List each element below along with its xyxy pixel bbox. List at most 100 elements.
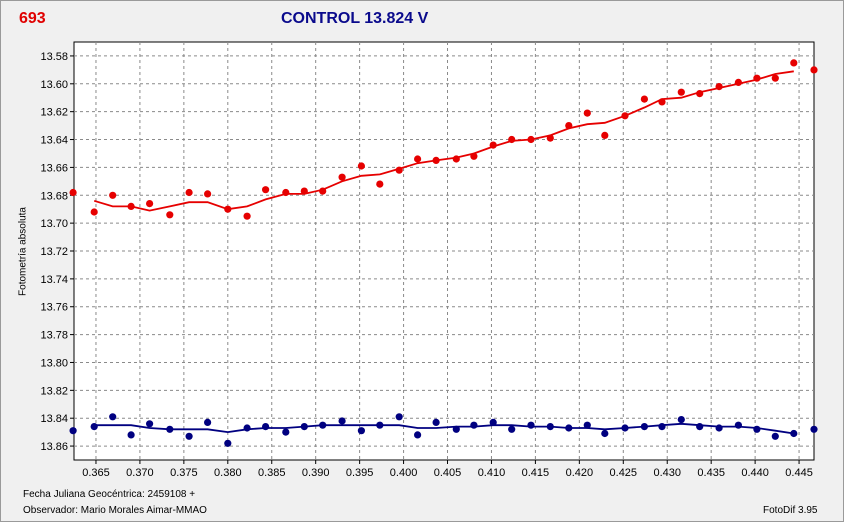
series-1-point bbox=[127, 202, 135, 210]
series-1-point bbox=[753, 74, 761, 82]
x-tick-label: 0.375 bbox=[170, 467, 198, 479]
x-tick-label: 0.420 bbox=[566, 467, 594, 479]
series-1-point bbox=[414, 155, 422, 163]
series-1-point bbox=[338, 173, 346, 181]
series-2-point bbox=[470, 421, 478, 429]
y-tick-label: 13.68 bbox=[40, 190, 68, 202]
y-tick-label: 13.80 bbox=[40, 357, 68, 369]
series-1-point bbox=[508, 135, 516, 144]
series-2-point bbox=[546, 423, 554, 431]
series-2-trend-line bbox=[94, 422, 794, 435]
y-tick-label: 13.66 bbox=[40, 162, 68, 174]
plot-area bbox=[73, 41, 815, 461]
series-1-point bbox=[432, 156, 440, 164]
x-tick-label: 0.370 bbox=[126, 467, 154, 479]
x-tick-label: 0.445 bbox=[785, 467, 813, 479]
series-2-point bbox=[489, 418, 497, 426]
series-1-point bbox=[109, 191, 117, 199]
series-1-point bbox=[677, 88, 685, 96]
series-2-point bbox=[262, 423, 270, 431]
series-2-point bbox=[508, 425, 516, 433]
y-tick-label: 13.60 bbox=[40, 79, 68, 91]
series-1-point bbox=[300, 187, 308, 195]
y-tick-label: 13.62 bbox=[40, 107, 68, 119]
series-2-point bbox=[185, 432, 193, 440]
series-2-point bbox=[300, 423, 308, 431]
series-group bbox=[69, 59, 818, 447]
y-tick-label: 13.74 bbox=[40, 274, 68, 286]
series-2-point bbox=[414, 431, 422, 439]
series-2-point bbox=[790, 429, 798, 438]
series-1-point bbox=[734, 78, 743, 86]
series-2-point bbox=[753, 425, 761, 433]
series-2-point bbox=[677, 416, 685, 424]
series-1-point bbox=[357, 162, 365, 170]
series-1-point bbox=[621, 112, 629, 120]
series-2-point bbox=[109, 413, 117, 421]
x-tick-labels: 0.365 0.370 0.375 0.380 0.385 0.390 0.395 0.400… bbox=[82, 467, 813, 479]
series-1-point bbox=[583, 109, 591, 117]
series-2-point bbox=[527, 421, 535, 429]
x-tick-label: 0.385 bbox=[258, 467, 286, 479]
series-1-point bbox=[489, 141, 497, 149]
y-tick-label: 13.72 bbox=[40, 246, 68, 258]
series-1-point bbox=[395, 166, 403, 174]
x-tick-label: 0.425 bbox=[610, 467, 638, 479]
series-2-point bbox=[395, 413, 403, 421]
series-1-point bbox=[715, 83, 723, 91]
series-1-point bbox=[527, 135, 535, 144]
series-2-point bbox=[338, 417, 346, 425]
series-1-point bbox=[771, 74, 779, 82]
series-2-point bbox=[565, 424, 573, 432]
y-tick-label: 13.58 bbox=[40, 51, 68, 63]
series-2-point bbox=[734, 421, 743, 429]
x-tick-label: 0.395 bbox=[346, 467, 374, 479]
x-tick-label: 0.410 bbox=[478, 467, 506, 479]
y-tick-label: 13.86 bbox=[40, 441, 68, 453]
series-2-point bbox=[601, 429, 609, 438]
series-1-point bbox=[166, 211, 174, 219]
x-tick-label: 0.380 bbox=[214, 467, 242, 479]
y-tick-label: 13.70 bbox=[40, 218, 68, 230]
x-tick-label: 0.400 bbox=[390, 467, 418, 479]
series-1-point bbox=[546, 134, 554, 142]
grid bbox=[70, 42, 814, 464]
series-2-point bbox=[204, 418, 212, 426]
y-tick-label: 13.82 bbox=[40, 385, 68, 397]
series-2-point bbox=[583, 421, 591, 429]
series-1-point bbox=[790, 59, 798, 67]
series-1-point bbox=[204, 190, 212, 198]
x-tick-label: 0.440 bbox=[741, 467, 769, 479]
series-1-point bbox=[69, 188, 77, 197]
x-tick-label: 0.430 bbox=[653, 467, 681, 479]
series-2-point bbox=[90, 423, 98, 431]
series-2-point bbox=[621, 424, 629, 432]
series-2-point bbox=[319, 421, 327, 429]
series-2-point bbox=[146, 420, 154, 428]
observer-footer: Observador: Mario Morales Aimar-MMAO bbox=[23, 505, 207, 516]
series-2-point bbox=[69, 427, 77, 435]
series-1-point bbox=[696, 90, 704, 98]
series-2-point bbox=[771, 432, 779, 440]
series-2-point bbox=[640, 423, 649, 431]
star-id-label: 693 bbox=[19, 10, 46, 27]
series-1-point bbox=[640, 95, 649, 103]
series-2-point bbox=[243, 424, 251, 432]
series-2-point bbox=[166, 425, 174, 433]
series-1-trend-line bbox=[93, 70, 794, 212]
y-tick-label: 13.78 bbox=[40, 330, 68, 342]
series-1-point bbox=[146, 200, 154, 208]
series-2-point bbox=[432, 418, 440, 426]
series-1-point bbox=[90, 208, 98, 216]
series-2-point bbox=[715, 424, 723, 432]
series-2-point bbox=[696, 423, 704, 431]
series-2-point bbox=[810, 425, 818, 433]
series-1-point bbox=[185, 188, 193, 197]
series-2-point bbox=[357, 427, 365, 435]
x-tick-label: 0.415 bbox=[522, 467, 550, 479]
series-1-point bbox=[224, 205, 232, 213]
series-1-point bbox=[243, 212, 251, 220]
series-1-point bbox=[658, 98, 666, 106]
y-tick-labels: 13.58 13.60 13.62 13.64 13.66 13.68 13.70 13.72… bbox=[40, 51, 68, 453]
series-1-point bbox=[452, 155, 460, 163]
